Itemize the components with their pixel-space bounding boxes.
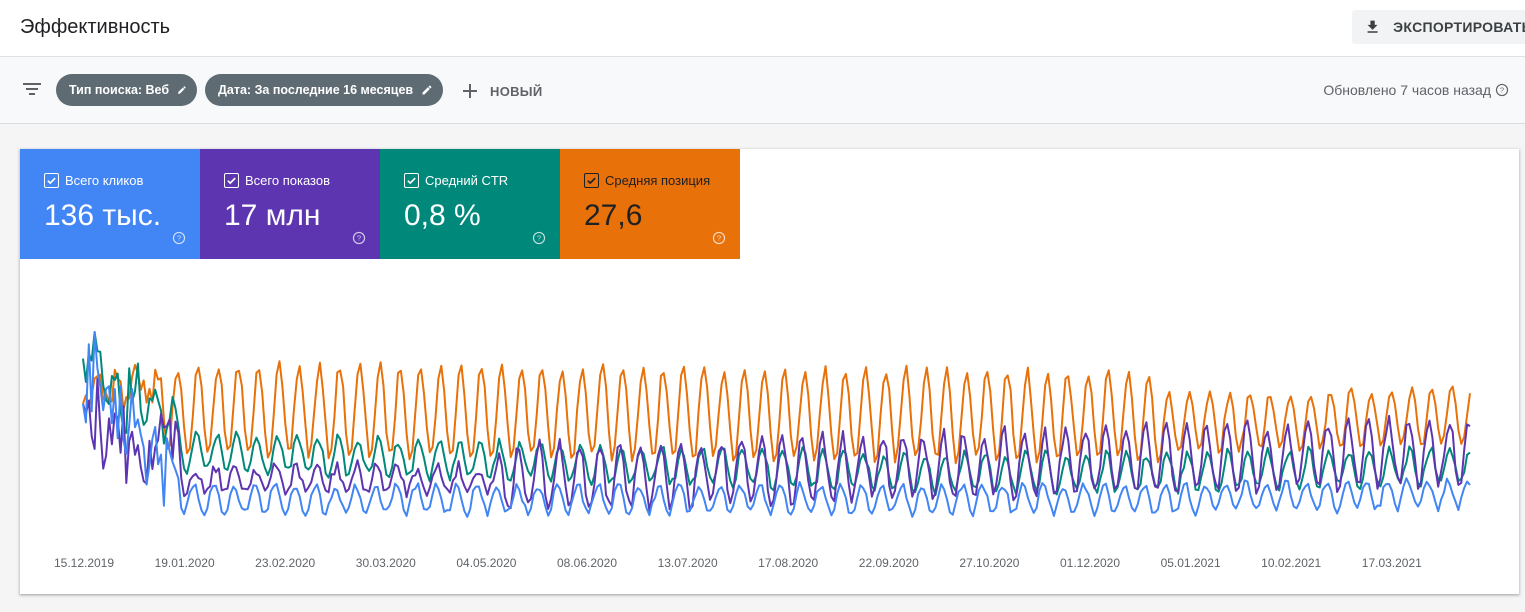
header-bar: Эффективность ЭКСПОРТИРОВАТЬ [0,0,1525,57]
search-type-chip-label: Тип поиска: Веб [69,83,170,97]
updated-text: Обновлено 7 часов назад [1323,82,1491,98]
svg-text:?: ? [537,234,541,243]
checkbox-checked-icon[interactable] [224,173,239,188]
metric-toggle[interactable]: Средний CTR [404,173,508,188]
download-icon [1367,20,1378,33]
metric-toggle[interactable]: Всего кликов [44,173,143,188]
x-tick-label: 05.01.2021 [1160,556,1221,570]
metric-label: Средняя позиция [605,173,711,188]
svg-text:?: ? [1500,86,1504,95]
date-range-chip[interactable]: Дата: За последние 16 месяцев [205,74,443,106]
x-tick-label: 17.03.2021 [1361,556,1422,570]
search-type-chip[interactable]: Тип поиска: Веб [56,74,197,106]
metric-value: 0,8 % [404,199,481,232]
x-tick-label: 04.05.2020 [456,556,517,570]
metric-tile-ctr[interactable]: Средний CTR 0,8 % ? [380,149,560,259]
metric-label: Всего показов [245,173,330,188]
pencil-icon[interactable] [421,83,433,97]
x-tick-label: 30.03.2020 [355,556,416,570]
performance-card: Всего кликов 136 тыс. ? Всего показов 17… [20,149,1519,594]
svg-text:?: ? [177,234,181,243]
metric-label: Всего кликов [65,173,144,188]
filter-list-icon[interactable] [22,81,42,97]
metric-value: 27,6 [584,199,643,232]
metric-label: Средний CTR [425,173,509,188]
x-tick-label: 01.12.2020 [1059,556,1121,570]
updated-status: Обновлено 7 часов назад ? [1323,82,1509,98]
svg-text:?: ? [357,234,361,243]
help-icon[interactable]: ? [712,231,726,245]
new-filter-button[interactable]: НОВЫЙ [460,79,542,103]
metric-toggle[interactable]: Средняя позиция [584,173,710,188]
svg-text:?: ? [717,234,721,243]
export-button[interactable]: ЭКСПОРТИРОВАТЬ [1352,10,1525,44]
filter-bar: Тип поиска: Веб Дата: За последние 16 ме… [0,57,1525,124]
metric-tile-impressions[interactable]: Всего показов 17 млн ? [200,149,380,259]
metric-value: 17 млн [224,199,321,232]
help-icon[interactable]: ? [1495,83,1509,97]
x-tick-label: 19.01.2020 [154,556,215,570]
series-line [82,360,1471,465]
x-tick-label: 08.06.2020 [556,556,618,570]
x-tick-label: 13.07.2020 [657,556,718,570]
export-button-label: ЭКСПОРТИРОВАТЬ [1393,19,1525,35]
x-tick-label: 23.02.2020 [255,556,316,570]
x-tick-label: 17.08.2020 [758,556,819,570]
metric-value: 136 тыс. [44,199,162,232]
metric-tile-clicks[interactable]: Всего кликов 136 тыс. ? [20,149,200,259]
help-icon[interactable]: ? [352,231,366,245]
x-tick-label: 15.12.2019 [53,556,115,570]
new-filter-label: НОВЫЙ [490,83,543,99]
plus-icon [463,84,477,98]
checkbox-checked-icon[interactable] [404,173,419,188]
x-tick-label: 27.10.2020 [959,556,1020,570]
checkbox-checked-icon[interactable] [584,173,599,188]
date-range-chip-label: Дата: За последние 16 месяцев [218,83,414,97]
metric-tile-position[interactable]: Средняя позиция 27,6 ? [560,149,740,259]
x-tick-label: 10.02.2021 [1261,556,1322,570]
checkbox-checked-icon[interactable] [44,173,59,188]
x-tick-label: 22.09.2020 [858,556,919,570]
page-title: Эффективность [20,16,171,38]
performance-chart[interactable] [20,259,1519,594]
metric-toggle[interactable]: Всего показов [224,173,330,188]
series-line [82,377,1471,512]
series-line [82,331,1471,518]
help-icon[interactable]: ? [172,231,186,245]
help-icon[interactable]: ? [532,231,546,245]
pencil-icon[interactable] [177,83,187,97]
